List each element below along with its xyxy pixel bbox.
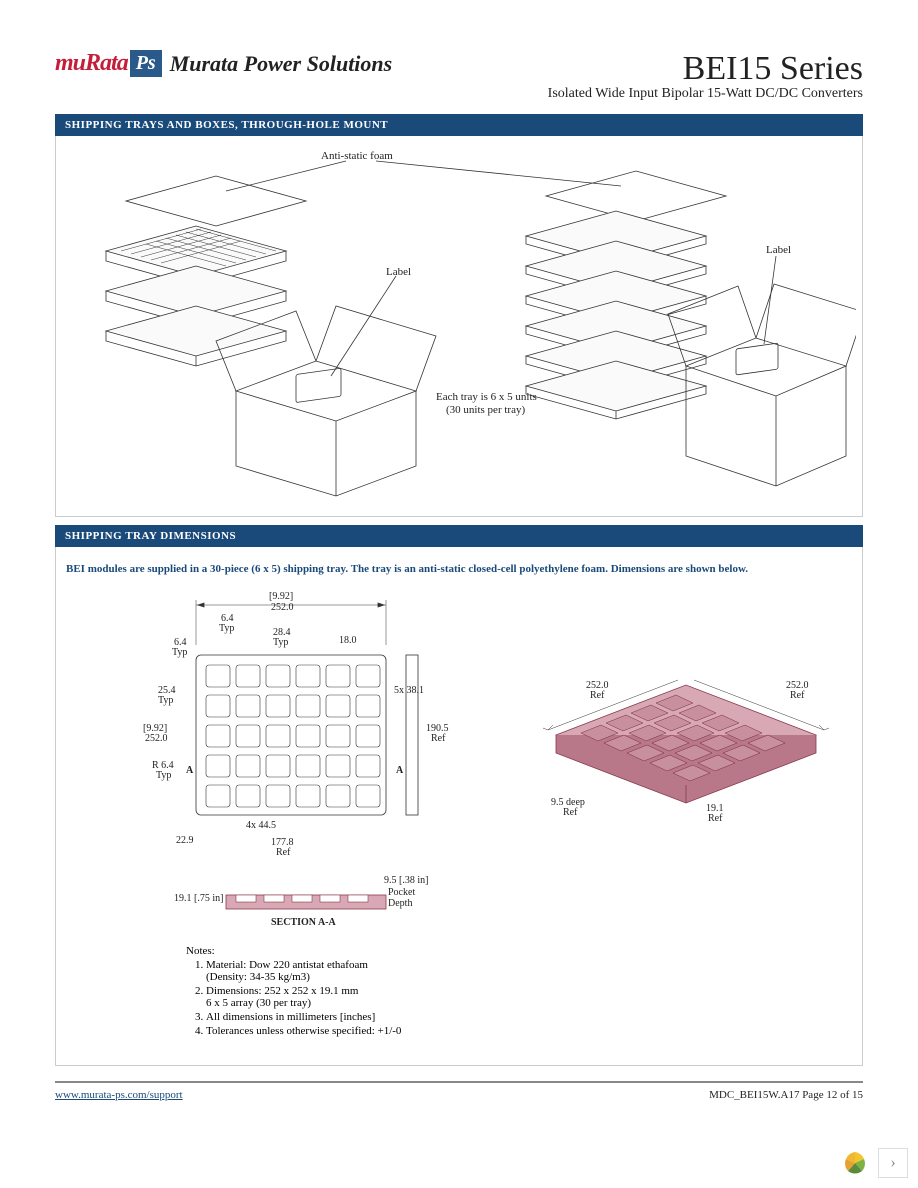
- dim-pocket: Pocket: [388, 887, 415, 898]
- section1-content: Anti-static foam Label Label Each tray i…: [55, 136, 863, 517]
- note-1: Material: Dow 220 antistat ethafoam (Den…: [206, 959, 401, 983]
- dim-4x445: 4x 44.5: [246, 820, 276, 831]
- note-2: Dimensions: 252 x 252 x 19.1 mm 6 x 5 ar…: [206, 985, 401, 1009]
- ps-badge: Ps: [130, 50, 162, 77]
- dim-254-2: Typ: [158, 695, 173, 706]
- series-title: BEI15 Series: [548, 50, 863, 88]
- page-footer: www.murata-ps.com/support MDC_BEI15W.A17…: [55, 1089, 863, 1101]
- dim-64v2: Typ: [219, 623, 234, 634]
- dim-95: 9.5 [.38 in]: [384, 875, 428, 886]
- notes-title: Notes:: [186, 945, 401, 957]
- title-area: BEI15 Series Isolated Wide Input Bipolar…: [548, 50, 863, 102]
- footer-divider: [55, 1081, 863, 1083]
- section2-title: SHIPPING TRAY DIMENSIONS: [55, 525, 863, 547]
- logo-area: muRata Ps Murata Power Solutions: [55, 50, 392, 77]
- brand-logo: muRata: [55, 50, 128, 77]
- note-3: All dimensions in millimeters [inches]: [206, 1011, 401, 1023]
- dim-depth: Depth: [388, 898, 412, 909]
- notes-block: Notes: Material: Dow 220 antistat ethafo…: [186, 945, 401, 1037]
- section2-content: BEI modules are supplied in a 30-piece (…: [55, 547, 863, 1066]
- dim-180: 18.0: [339, 635, 357, 646]
- section-label: SECTION A-A: [271, 917, 336, 928]
- shipping-diagram: Anti-static foam Label Label Each tray i…: [66, 146, 852, 506]
- iso-191-2: Ref: [708, 813, 722, 824]
- color-picker-icon: [840, 1148, 870, 1178]
- foam-label: Anti-static foam: [321, 150, 393, 162]
- dim-229: 22.9: [176, 835, 194, 846]
- series-subtitle: Isolated Wide Input Bipolar 15-Watt DC/D…: [548, 86, 863, 102]
- section-a-right: A: [396, 765, 403, 776]
- dim-1778-2: Ref: [276, 847, 290, 858]
- section-a-left: A: [186, 765, 193, 776]
- dim-5x381: 5x 38.1: [394, 685, 424, 696]
- note-4: Tolerances unless otherwise specified: +…: [206, 1025, 401, 1037]
- dim-height-mm: 252.0: [145, 733, 168, 744]
- dim-width-mm: 252.0: [271, 602, 294, 613]
- dim-r64-2: Typ: [156, 770, 171, 781]
- company-name: Murata Power Solutions: [170, 51, 393, 77]
- dim-64h2: Typ: [172, 647, 187, 658]
- page-number: MDC_BEI15W.A17 Page 12 of 15: [709, 1089, 863, 1101]
- label-right: Label: [766, 244, 791, 256]
- dim-284-2: Typ: [273, 637, 288, 648]
- support-link[interactable]: www.murata-ps.com/support: [55, 1089, 183, 1101]
- section2-intro: BEI modules are supplied in a 30-piece (…: [66, 557, 852, 585]
- dim-width-in: [9.92]: [269, 591, 293, 602]
- page-header: muRata Ps Murata Power Solutions BEI15 S…: [55, 50, 863, 102]
- section1-title: SHIPPING TRAYS AND BOXES, THROUGH-HOLE M…: [55, 114, 863, 136]
- tray-info1: Each tray is 6 x 5 units: [436, 391, 537, 403]
- dim-191: 19.1 [.75 in]: [174, 893, 223, 904]
- dim-1905-2: Ref: [431, 733, 445, 744]
- next-page-button[interactable]: [878, 1148, 908, 1178]
- iso-252-left-2: Ref: [590, 690, 604, 701]
- label-left: Label: [386, 266, 411, 278]
- iso-252-right-2: Ref: [790, 690, 804, 701]
- iso-95-2: Ref: [563, 807, 577, 818]
- dimensions-diagram: [9.92] 252.0 6.4 Typ 6.4 Typ 28.4 Typ 18…: [66, 585, 852, 1055]
- tray-info2: (30 units per tray): [446, 404, 525, 416]
